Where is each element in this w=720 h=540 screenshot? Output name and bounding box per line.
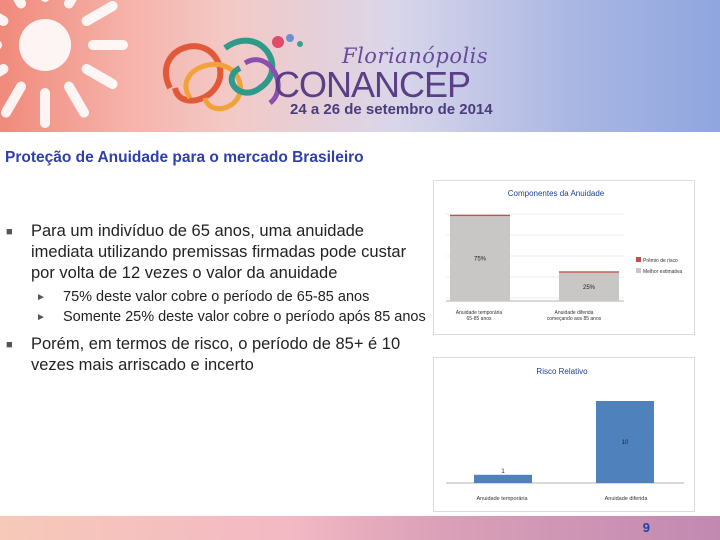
conancep-swirl-logo: [162, 34, 303, 112]
bar-relative-risk: [596, 401, 654, 483]
header-banner: Florianópolis CONANCEP 24 a 26 de setemb…: [0, 0, 720, 132]
square-bullet-icon: ■: [6, 339, 13, 351]
city-logo-text: Florianópolis: [342, 44, 489, 68]
data-label: 25%: [583, 285, 596, 291]
data-label: 75%: [474, 257, 487, 263]
bullet-text: Para um indivíduo de 65 anos, uma anuida…: [31, 222, 407, 282]
chart-title: Risco Relativo: [536, 367, 588, 376]
sub-bullet-text: Somente 25% deste valor cobre o período …: [63, 309, 426, 325]
chart-risco-svg: Risco Relativo 1 10 Anuidade temporária A…: [446, 367, 684, 502]
bar-risk-premium: [559, 271, 619, 273]
footer-bar: [0, 516, 720, 540]
bar-risk-premium: [450, 214, 510, 217]
sub-bullet-text: 75% deste valor cobre o período de 65-85…: [63, 289, 370, 305]
category-label: Anuidade diferida: [605, 496, 649, 502]
bullet-item: ■ Para um indivíduo de 65 anos, uma anui…: [6, 221, 426, 284]
chart-componentes: Componentes da Anuidade 75% 25% Prêmio de…: [433, 180, 695, 335]
bar-estimate: [559, 272, 619, 301]
bullet-item: ■ Porém, em termos de risco, o período d…: [6, 334, 426, 376]
legend-swatch-risk: [636, 257, 641, 262]
chart-title: Componentes da Anuidade: [508, 189, 605, 198]
page-number: 9: [642, 520, 650, 535]
legend-label: Melhor estimativa: [643, 269, 682, 275]
bullet-list: ■ Para um indivíduo de 65 anos, uma anui…: [6, 221, 426, 376]
bar-estimate: [450, 216, 510, 301]
chart-risco-relativo: Risco Relativo 1 10 Anuidade temporária A…: [433, 357, 695, 512]
event-dates: 24 a 26 de setembro de 2014: [290, 101, 493, 118]
bar-relative-risk: [474, 474, 532, 483]
data-label: 1: [501, 469, 505, 475]
sub-bullet-item: ► Somente 25% deste valor cobre o períod…: [6, 308, 426, 326]
category-label: Anuidade temporária: [476, 496, 528, 502]
chart-componentes-svg: Componentes da Anuidade 75% 25% Prêmio de…: [446, 189, 682, 322]
legend-label: Prêmio de risco: [643, 258, 678, 264]
bullet-text: Porém, em termos de risco, o período de …: [31, 335, 401, 374]
arrow-bullet-icon: ►: [36, 292, 46, 303]
sun-rays-logo: [0, 0, 128, 128]
category-label: Anuidade temporária 65-85 anos: [456, 310, 503, 322]
data-label: 10: [622, 440, 629, 446]
legend-swatch-estimate: [636, 268, 641, 273]
event-logo-text: CONANCEP: [274, 64, 471, 105]
arrow-bullet-icon: ►: [36, 312, 46, 323]
category-label: Anuidade diferida começando aos 85 anos: [547, 310, 602, 322]
slide-title: Proteção de Anuidade para o mercado Bras…: [5, 149, 364, 166]
sub-bullet-item: ► 75% deste valor cobre o período de 65-…: [6, 288, 426, 306]
square-bullet-icon: ■: [6, 226, 13, 238]
